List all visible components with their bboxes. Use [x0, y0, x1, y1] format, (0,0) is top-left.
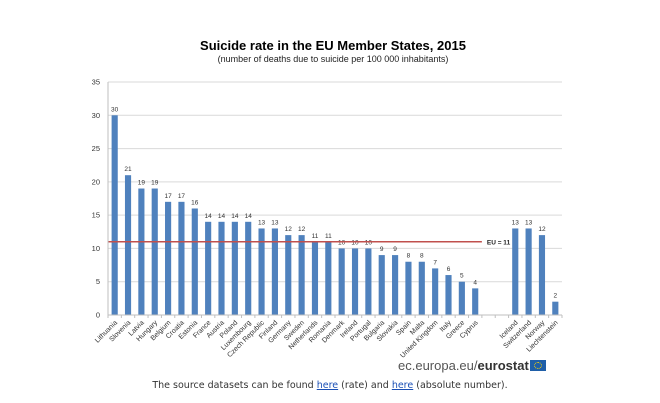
bar — [552, 301, 559, 315]
y-tick-label: 0 — [96, 311, 100, 320]
y-tick-label: 35 — [92, 78, 100, 87]
data-label: 16 — [191, 199, 199, 206]
bar — [325, 241, 332, 315]
bar — [458, 281, 465, 315]
data-label: 9 — [393, 246, 397, 253]
data-label: 10 — [365, 239, 373, 246]
data-label: 17 — [164, 193, 172, 200]
bar — [405, 261, 412, 315]
x-category-label: Spain — [395, 319, 413, 337]
data-label: 10 — [351, 239, 359, 246]
y-axis-ticks: 0 5 10 15 20 25 30 35 — [92, 78, 100, 320]
eurostat-logo-text: eurostat — [477, 358, 529, 373]
data-label: 14 — [231, 213, 239, 220]
data-label: 19 — [151, 180, 159, 187]
eu-average-line-group: EU = 11 — [108, 239, 511, 246]
data-label: 21 — [124, 166, 132, 173]
bar — [205, 221, 212, 315]
data-label: 8 — [420, 253, 424, 260]
data-label: 12 — [538, 226, 546, 233]
bar — [311, 241, 319, 315]
data-label: 17 — [178, 193, 186, 200]
chart-subtitle: (number of deaths due to suicide per 100… — [218, 54, 449, 64]
data-label: 13 — [271, 219, 279, 226]
y-tick-label: 10 — [92, 244, 100, 253]
data-label: 8 — [407, 253, 411, 260]
footer-text-prefix: The source datasets can be found — [152, 380, 317, 391]
bar — [218, 221, 225, 315]
bar — [351, 248, 359, 315]
data-label: 9 — [380, 246, 384, 253]
bar — [525, 228, 532, 315]
bar — [418, 261, 425, 315]
y-tick-label: 5 — [96, 277, 100, 286]
data-label: 11 — [325, 233, 332, 240]
gridlines — [108, 81, 562, 283]
bar — [271, 228, 278, 315]
bar — [258, 228, 265, 315]
eu-flag-icon — [529, 360, 546, 371]
chart-title: Suicide rate in the EU Member States, 20… — [200, 38, 466, 53]
data-label: 14 — [205, 213, 213, 220]
eurostat-branding: ec.europa.eu/eurostat — [398, 358, 546, 373]
axes — [107, 82, 563, 318]
bar — [432, 268, 439, 315]
bar — [178, 201, 185, 315]
bar — [111, 115, 118, 316]
bar — [378, 255, 385, 315]
bars: 30 21 19 19 17 17 16 14 14 14 14 13 13 12 12 11 11 10 10 10… — [111, 106, 559, 316]
bar — [245, 221, 252, 315]
bar — [151, 188, 158, 315]
bar — [191, 208, 198, 315]
bar — [231, 221, 238, 315]
bar — [165, 201, 172, 315]
y-tick-label: 15 — [92, 211, 100, 220]
bar — [445, 275, 452, 315]
data-label: 7 — [433, 259, 437, 266]
bar — [512, 228, 519, 315]
bar — [365, 248, 372, 315]
data-label: 2 — [554, 293, 558, 300]
bar — [298, 235, 305, 315]
footer-text-suffix: (absolute number). — [413, 380, 508, 391]
data-label: 30 — [111, 106, 119, 113]
y-tick-label: 25 — [92, 144, 100, 153]
data-label: 13 — [525, 219, 533, 226]
footer-text-middle: (rate) and — [338, 380, 392, 391]
data-label: 11 — [312, 233, 319, 240]
data-label: 14 — [245, 213, 253, 220]
x-axis-labels: LithuaniaSloveniaLatviaHungaryBelgiumCro… — [94, 319, 560, 360]
data-label: 12 — [285, 226, 293, 233]
data-label: 19 — [138, 180, 146, 187]
site-url: ec.europa.eu/ — [398, 358, 478, 373]
y-tick-label: 20 — [92, 177, 100, 186]
bar — [538, 235, 546, 315]
data-label: 12 — [298, 226, 306, 233]
rate-dataset-link[interactable]: here — [316, 380, 339, 391]
bar — [124, 175, 132, 315]
bar — [138, 188, 145, 315]
data-label: 13 — [512, 219, 520, 226]
absolute-number-dataset-link[interactable]: here — [391, 380, 414, 391]
data-label: 14 — [218, 213, 226, 220]
data-label: 13 — [258, 219, 266, 226]
source-note: The source datasets can be found here (r… — [0, 380, 660, 391]
data-label: 6 — [447, 266, 451, 273]
bar — [472, 288, 479, 315]
y-tick-label: 30 — [92, 111, 100, 120]
eu-average-label: EU = 11 — [487, 239, 511, 246]
bar — [338, 248, 345, 315]
data-label: 4 — [473, 279, 477, 286]
bar — [392, 255, 399, 315]
data-label: 5 — [460, 273, 464, 280]
bar — [285, 235, 292, 315]
data-label: 10 — [338, 239, 346, 246]
